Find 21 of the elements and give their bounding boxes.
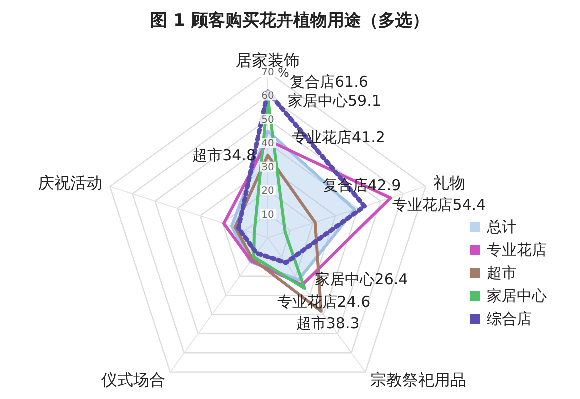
data-label: 超市38.3: [296, 314, 360, 332]
legend-label: 超市: [487, 264, 517, 282]
y-tick-label: 70: [262, 68, 274, 78]
y-tick-label: 60: [262, 91, 274, 102]
y-tick-label: 40: [262, 138, 274, 150]
legend-label: 总计: [486, 218, 517, 236]
y-tick-label: 10: [262, 210, 274, 221]
legend-label: 家居中心: [487, 287, 547, 305]
chart-title: 图 1 顾客购买花卉植物用途（多选）: [150, 11, 430, 31]
data-label: 复合店61.6: [290, 72, 368, 91]
data-label: 家居中心59.1: [288, 92, 382, 110]
spoke-label: 庆祝活动: [38, 174, 103, 193]
y-tick-label: 20: [262, 186, 274, 198]
legend-label: 专业花店: [487, 241, 547, 259]
spoke-label: 仪式场合: [102, 370, 166, 390]
spoke-label: 宗教祭祀用品: [370, 370, 466, 390]
legend-label: 综合店: [487, 310, 532, 328]
spoke-label: 礼物: [433, 174, 466, 193]
data-label: 专业花店54.4: [392, 196, 486, 214]
y-tick-label: 50: [262, 114, 274, 126]
y-tick-label: 30: [262, 162, 274, 174]
